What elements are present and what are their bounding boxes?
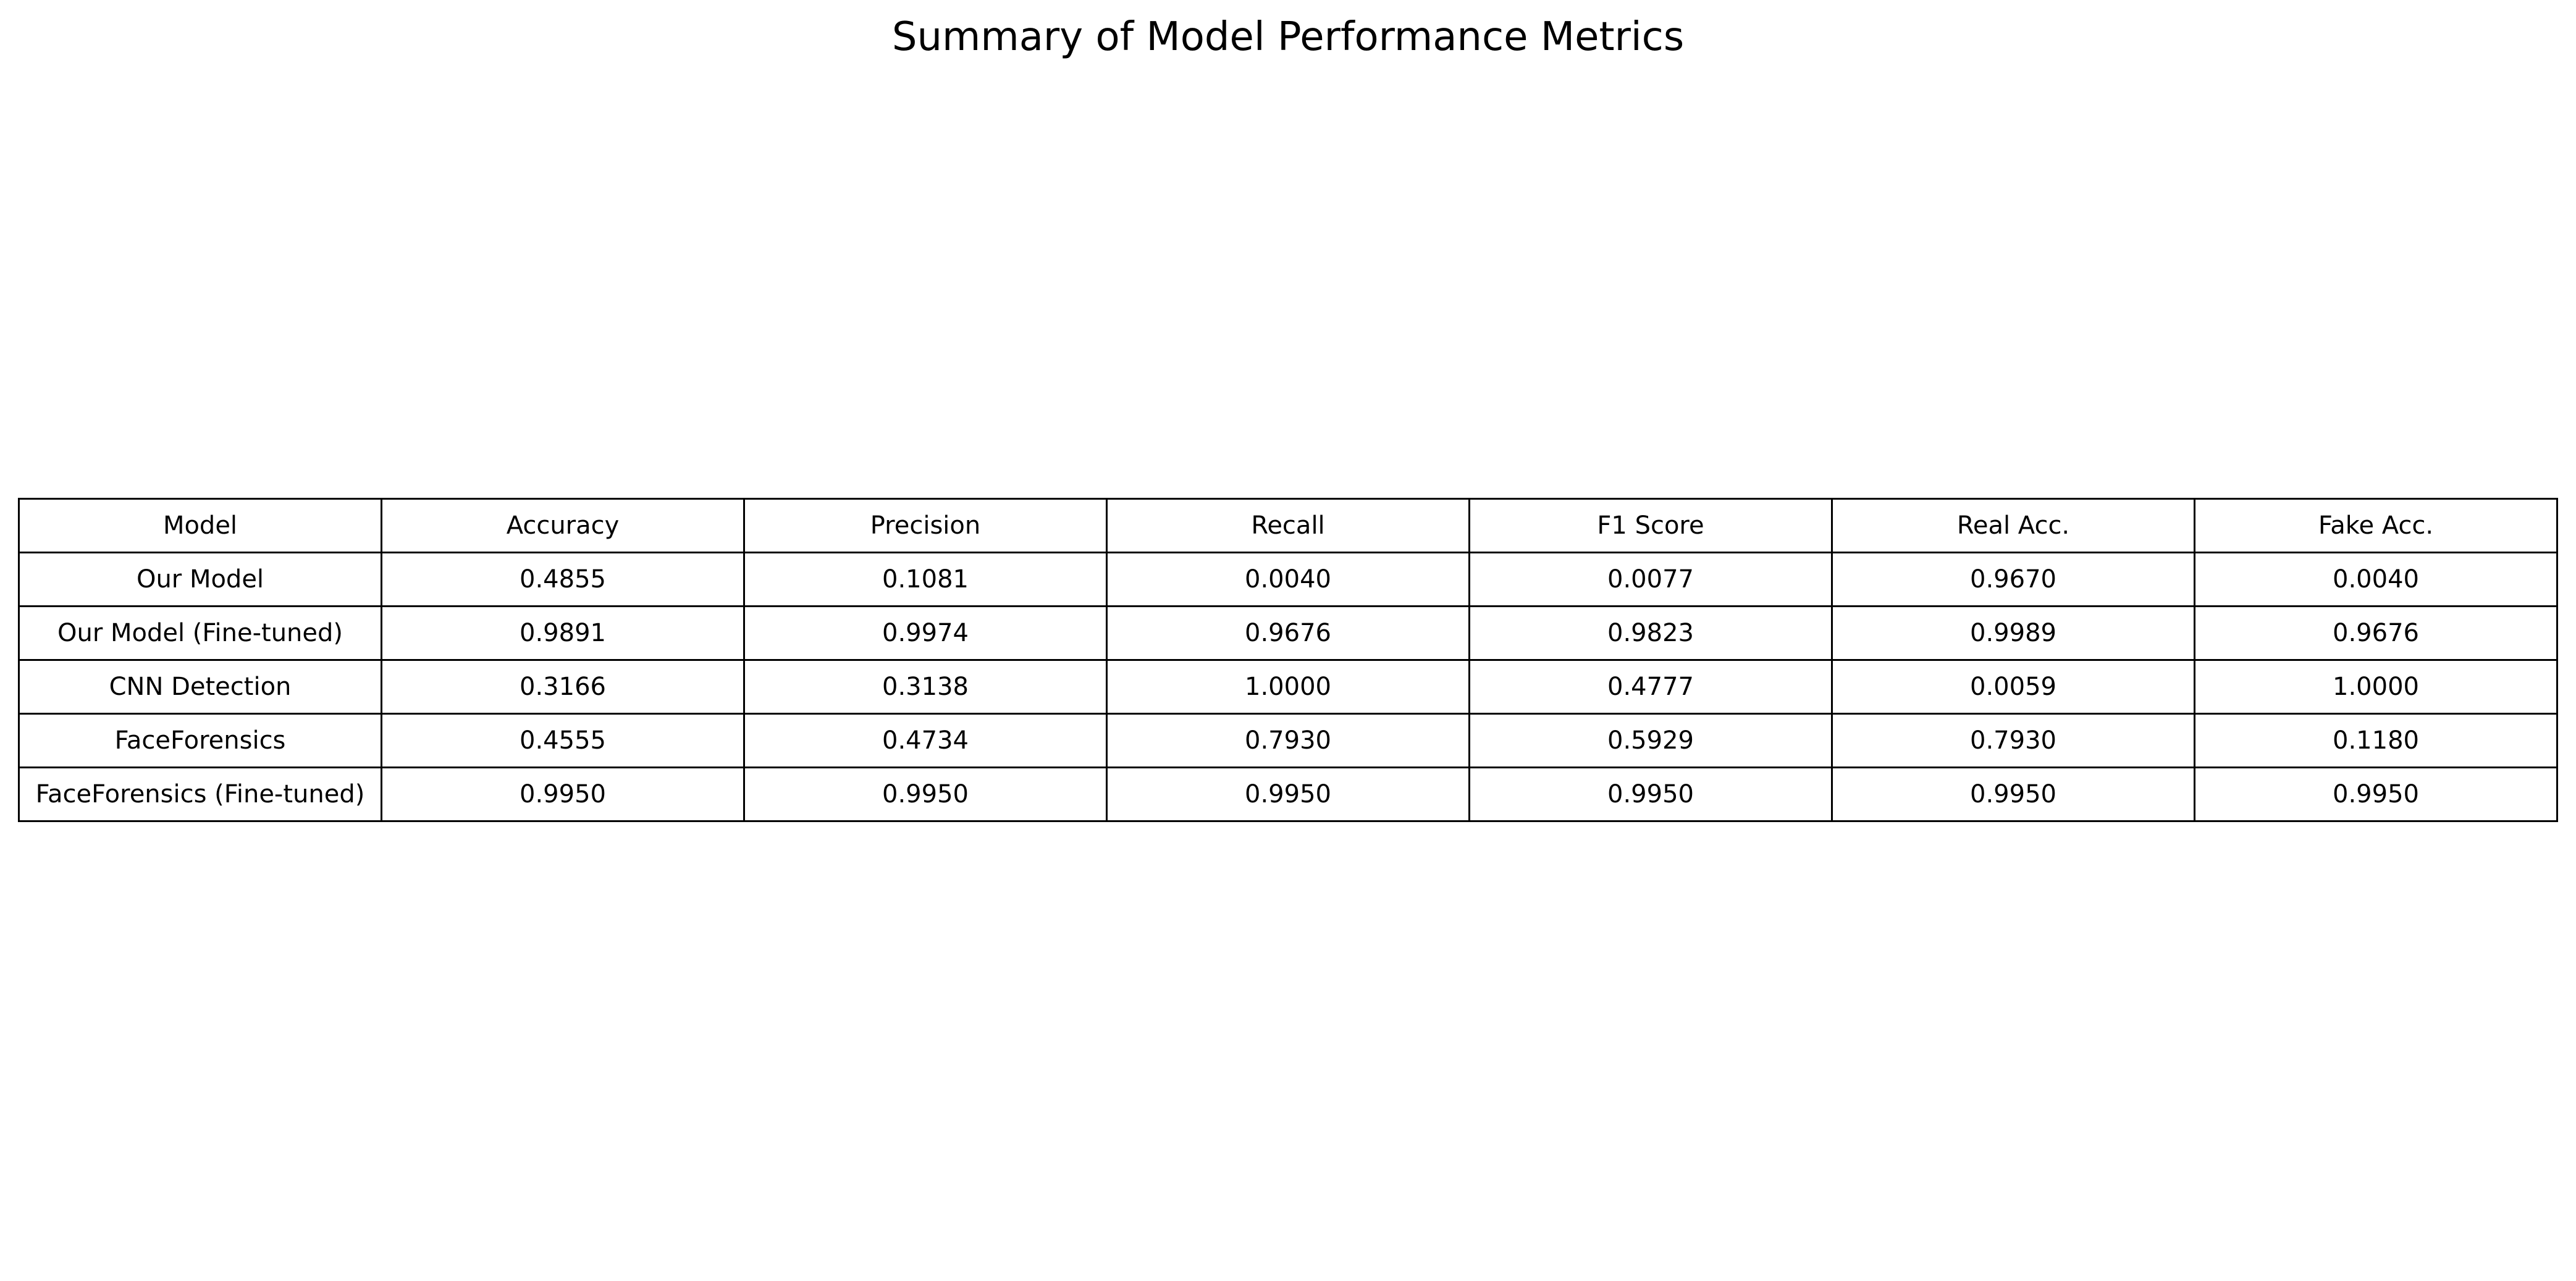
table-cell-recall: 0.0040 <box>1106 552 1470 607</box>
table-cell-accuracy: 0.4855 <box>381 552 745 607</box>
table-cell-model: Our Model (Fine-tuned) <box>18 605 382 661</box>
table-cell-real-acc: 0.9989 <box>1831 605 2195 661</box>
table-cell-recall: 0.9676 <box>1106 605 1470 661</box>
table-cell-fake-acc: 0.9676 <box>2194 605 2558 661</box>
metrics-table-container: Model Accuracy Precision Recall F1 Score… <box>18 498 2558 822</box>
table-cell-real-acc: 0.7930 <box>1831 713 2195 768</box>
table-cell-fake-acc: 1.0000 <box>2194 659 2558 715</box>
table-cell-fake-acc: 0.1180 <box>2194 713 2558 768</box>
table-row: FaceForensics (Fine-tuned) 0.9950 0.9950… <box>18 766 2558 822</box>
table-cell-model: Our Model <box>18 552 382 607</box>
table-cell-model: FaceForensics <box>18 713 382 768</box>
chart-title: Summary of Model Performance Metrics <box>891 14 1685 60</box>
table-cell-precision: 0.1081 <box>743 552 1108 607</box>
table-cell-real-acc: 0.0059 <box>1831 659 2195 715</box>
column-header-accuracy: Accuracy <box>381 498 745 553</box>
table-cell-real-acc: 0.9950 <box>1831 766 2195 822</box>
table-cell-f1-score: 0.0077 <box>1468 552 1833 607</box>
table-cell-recall: 0.7930 <box>1106 713 1470 768</box>
table-cell-model: FaceForensics (Fine-tuned) <box>18 766 382 822</box>
column-header-f1-score: F1 Score <box>1468 498 1833 553</box>
table-cell-precision: 0.9950 <box>743 766 1108 822</box>
table-cell-f1-score: 0.9823 <box>1468 605 1833 661</box>
table-cell-fake-acc: 0.9950 <box>2194 766 2558 822</box>
column-header-recall: Recall <box>1106 498 1470 553</box>
table-cell-model: CNN Detection <box>18 659 382 715</box>
table-cell-accuracy: 0.9891 <box>381 605 745 661</box>
table-cell-f1-score: 0.5929 <box>1468 713 1833 768</box>
table-row: CNN Detection 0.3166 0.3138 1.0000 0.477… <box>18 659 2558 715</box>
header-row: Model Accuracy Precision Recall F1 Score… <box>18 498 2558 553</box>
table-cell-precision: 0.9974 <box>743 605 1108 661</box>
table-cell-recall: 1.0000 <box>1106 659 1470 715</box>
table-cell-accuracy: 0.9950 <box>381 766 745 822</box>
table-cell-accuracy: 0.4555 <box>381 713 745 768</box>
table-row: Our Model (Fine-tuned) 0.9891 0.9974 0.9… <box>18 605 2558 661</box>
column-header-fake-acc: Fake Acc. <box>2194 498 2558 553</box>
column-header-real-acc: Real Acc. <box>1831 498 2195 553</box>
table-row: FaceForensics 0.4555 0.4734 0.7930 0.592… <box>18 713 2558 768</box>
table-cell-precision: 0.3138 <box>743 659 1108 715</box>
table-cell-f1-score: 0.9950 <box>1468 766 1833 822</box>
table-row: Our Model 0.4855 0.1081 0.0040 0.0077 0.… <box>18 552 2558 607</box>
table-cell-precision: 0.4734 <box>743 713 1108 768</box>
table-cell-fake-acc: 0.0040 <box>2194 552 2558 607</box>
table-cell-accuracy: 0.3166 <box>381 659 745 715</box>
table-cell-f1-score: 0.4777 <box>1468 659 1833 715</box>
table-cell-real-acc: 0.9670 <box>1831 552 2195 607</box>
column-header-precision: Precision <box>743 498 1108 553</box>
table-cell-recall: 0.9950 <box>1106 766 1470 822</box>
metrics-table: Model Accuracy Precision Recall F1 Score… <box>18 498 2558 822</box>
column-header-model: Model <box>18 498 382 553</box>
